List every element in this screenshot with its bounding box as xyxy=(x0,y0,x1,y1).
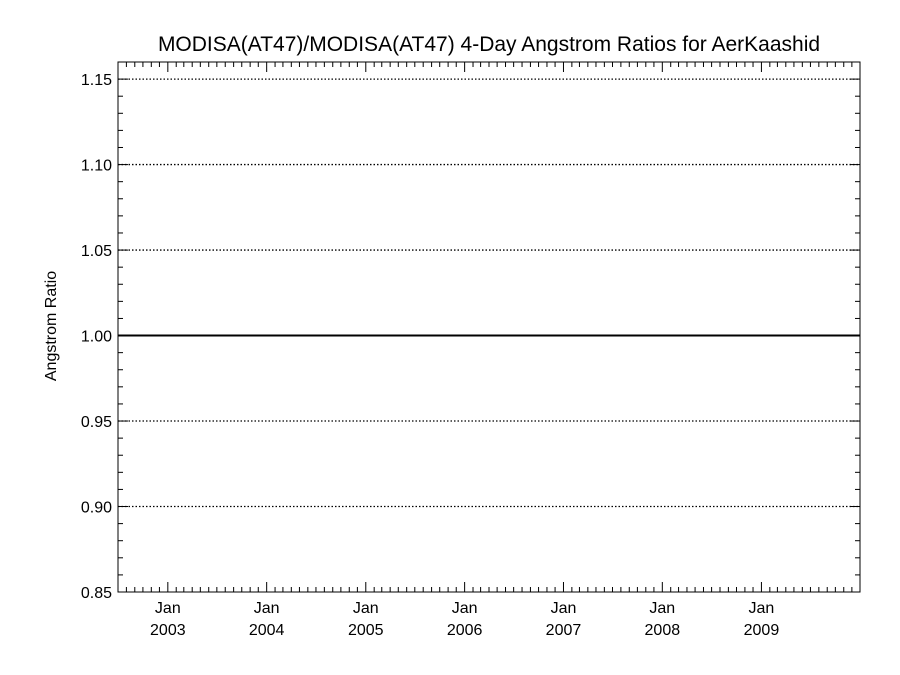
x-tick-year: 2004 xyxy=(249,622,285,639)
plot-frame xyxy=(117,61,861,593)
y-tick-label: 0.90 xyxy=(81,500,112,517)
x-tick-month: Jan xyxy=(452,600,478,617)
x-tick-year: 2003 xyxy=(150,622,186,639)
y-axis-label: Angstrom Ratio xyxy=(43,271,60,381)
x-tick-month: Jan xyxy=(254,600,280,617)
x-tick-month: Jan xyxy=(551,600,577,617)
y-tick-label: 1.10 xyxy=(81,158,112,175)
x-tick-month: Jan xyxy=(353,600,379,617)
y-tick-label: 1.15 xyxy=(81,72,112,89)
grid-lines xyxy=(118,78,860,508)
axis-ticks xyxy=(118,61,860,593)
x-tick-month: Jan xyxy=(749,600,775,617)
y-tick-label: 1.00 xyxy=(81,329,112,346)
x-tick-month: Jan xyxy=(649,600,675,617)
x-tick-year: 2006 xyxy=(447,622,483,639)
y-tick-label: 0.95 xyxy=(81,414,112,431)
x-tick-year: 2009 xyxy=(744,622,780,639)
y-tick-label: 0.85 xyxy=(81,585,112,602)
x-tick-year: 2008 xyxy=(645,622,681,639)
chart-title: MODISA(AT47)/MODISA(AT47) 4-Day Angstrom… xyxy=(158,33,820,56)
x-tick-year: 2005 xyxy=(348,622,384,639)
x-tick-month: Jan xyxy=(155,600,181,617)
tick-labels: 0.85 0.90 0.95 1.00 1.05 1.10 1.15 Jan 2003 Jan 20… xyxy=(81,72,779,639)
x-tick-year: 2007 xyxy=(546,622,582,639)
y-tick-label: 1.05 xyxy=(81,243,112,260)
